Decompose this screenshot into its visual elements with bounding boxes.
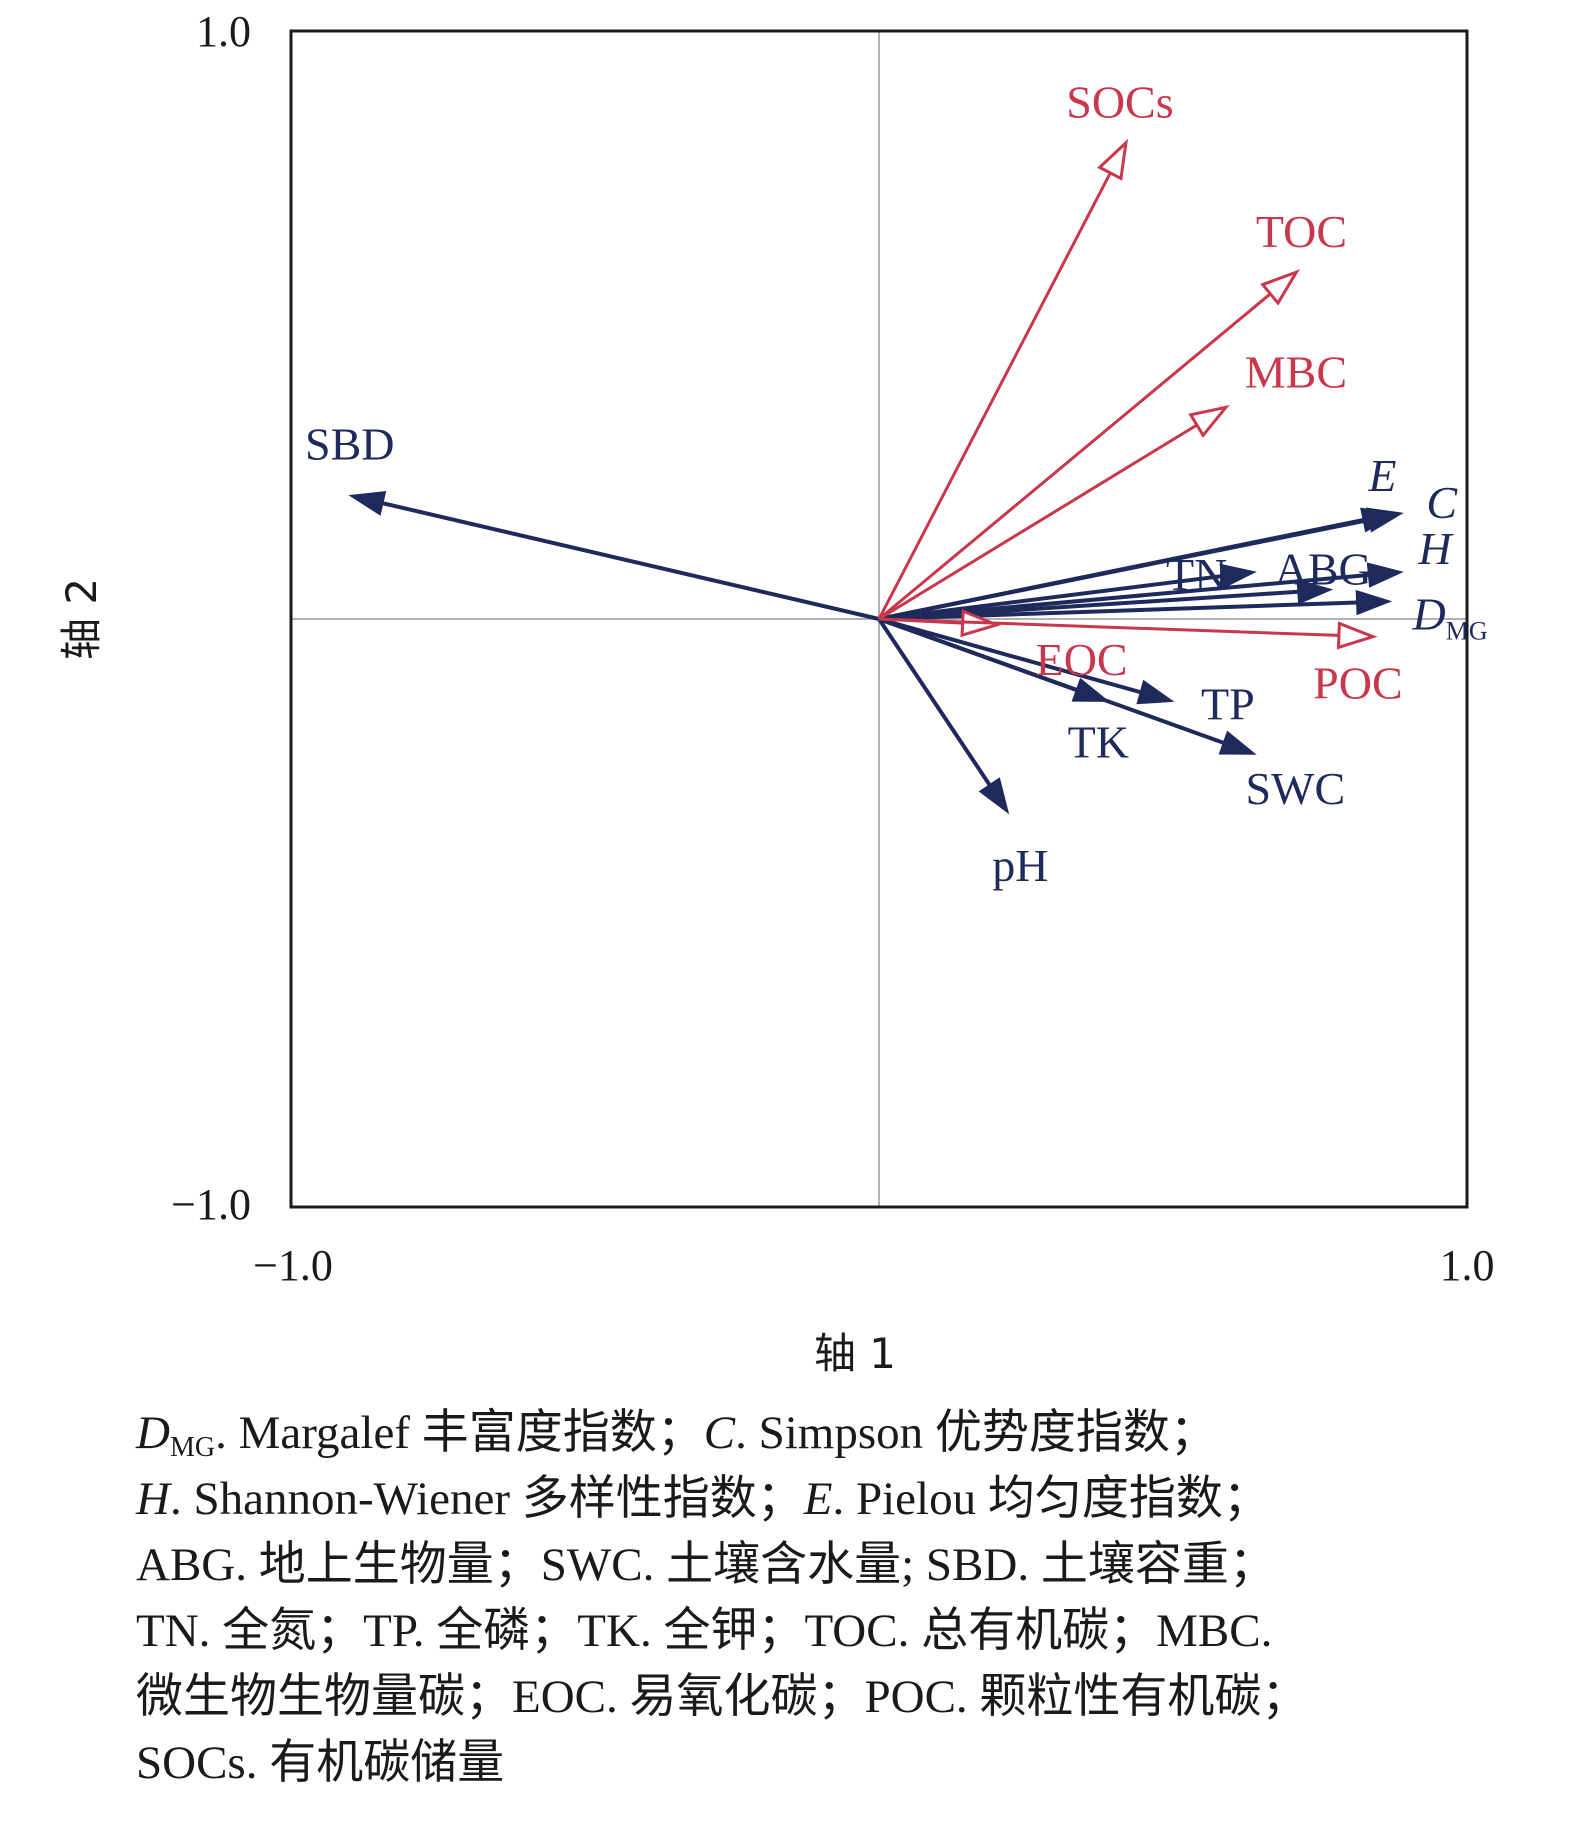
y-axis-title: 轴 2 bbox=[57, 578, 106, 660]
tick-label-layer: −1.0 1.0 1.0 −1.0 bbox=[171, 7, 1494, 1290]
arrow-ph bbox=[877, 617, 1010, 815]
arrow-mbc bbox=[878, 404, 1230, 621]
arrow-shaft bbox=[878, 600, 1361, 621]
plot-frame bbox=[289, 29, 1469, 1209]
vector-label-sbd: SBD bbox=[305, 419, 394, 470]
vector-label-socs: SOCs bbox=[1066, 77, 1173, 128]
vector-label-tk: TK bbox=[1068, 716, 1129, 767]
legend-line: H. Shannon-Wiener 多样性指数；E. Pielou 均匀度指数； bbox=[136, 1466, 1536, 1532]
arrow-shaft bbox=[378, 500, 880, 621]
arrow-toc bbox=[878, 269, 1300, 621]
arrow-shaft bbox=[878, 572, 1373, 621]
legend-text: SOCs. 有机碳储量 bbox=[136, 1737, 505, 1789]
legend-text: . Shannon-Wiener 多样性指数； bbox=[169, 1473, 804, 1525]
arrow-h bbox=[878, 562, 1404, 621]
arrow-head bbox=[1218, 730, 1257, 755]
vector-label-e: E bbox=[1367, 450, 1396, 501]
legend-line: TN. 全氮；TP. 全磷；TK. 全钾；TOC. 总有机碳；MBC. bbox=[136, 1598, 1536, 1664]
arrow-shaft bbox=[878, 617, 1145, 696]
legend-text: 微生物生物量碳；EOC. 易氧化碳；POC. 颗粒性有机碳； bbox=[136, 1671, 1309, 1723]
arrow-head bbox=[1296, 579, 1334, 605]
arrow-sbd bbox=[348, 490, 880, 621]
arrow-tp bbox=[878, 617, 1175, 705]
vector-label-mbc: MBC bbox=[1245, 346, 1347, 397]
y-tick-label: 1.0 bbox=[196, 7, 251, 56]
arrow-head bbox=[1188, 404, 1230, 438]
arrow-swc bbox=[878, 617, 1257, 755]
vector-label-tn: TN bbox=[1166, 549, 1227, 600]
arrow-c bbox=[878, 507, 1404, 621]
legend-symbol: H bbox=[136, 1473, 170, 1525]
legend-symbol: E bbox=[803, 1473, 833, 1525]
vector-label-subscript: MG bbox=[1446, 616, 1488, 645]
arrow-shaft bbox=[878, 517, 1374, 621]
arrow-head bbox=[348, 490, 387, 516]
vector-label-abg: ABG bbox=[1275, 544, 1372, 595]
legend-text: . Margalef 丰富度指数； bbox=[215, 1407, 704, 1459]
legend-symbol: C bbox=[703, 1407, 736, 1459]
arrow-head bbox=[1366, 562, 1404, 588]
arrow-socs bbox=[877, 138, 1129, 620]
vector-label-c: C bbox=[1426, 477, 1458, 528]
vector-label-tp: TP bbox=[1201, 678, 1255, 729]
figure-legend: DMG. Margalef 丰富度指数；C. Simpson 优势度指数； H. … bbox=[136, 1400, 1536, 1796]
legend-text: . Pielou 均匀度指数； bbox=[832, 1473, 1270, 1525]
vector-label-layer: SBD TN ABG ECH DMG TP TK SWC pH SOCs TOC MBC EOC POC bbox=[305, 77, 1488, 891]
arrow-head bbox=[1336, 621, 1378, 650]
x-axis-title: 轴 1 bbox=[814, 1329, 896, 1378]
vector-label-dmg: DMG bbox=[1412, 588, 1488, 645]
legend-text: . Simpson 优势度指数； bbox=[735, 1407, 1217, 1459]
legend-symbol-subscript: MG bbox=[169, 1432, 216, 1463]
vector-label-poc: POC bbox=[1313, 658, 1402, 709]
vector-layer bbox=[348, 138, 1404, 815]
arrow-shaft bbox=[877, 617, 994, 790]
arrow-head bbox=[1136, 679, 1175, 705]
legend-text: TN. 全氮；TP. 全磷；TK. 全钾；TOC. 总有机碳；MBC. bbox=[136, 1605, 1273, 1657]
arrow-dmg bbox=[878, 589, 1393, 621]
y-tick-label: −1.0 bbox=[171, 1180, 251, 1229]
arrow-shaft bbox=[877, 172, 1112, 620]
arrow-head bbox=[1260, 269, 1300, 306]
arrow-shaft bbox=[878, 573, 1226, 621]
legend-line: ABG. 地上生物量；SWC. 土壤含水量; SBD. 土壤容重； bbox=[136, 1532, 1536, 1598]
vector-label-toc: TOC bbox=[1256, 206, 1347, 257]
arrow-head bbox=[1219, 563, 1257, 589]
vector-label-h: H bbox=[1417, 523, 1454, 574]
x-tick-label: 1.0 bbox=[1440, 1241, 1495, 1290]
arrow-shaft bbox=[878, 292, 1272, 621]
legend-line: SOCs. 有机碳储量 bbox=[136, 1730, 1536, 1796]
vector-label-ph: pH bbox=[992, 840, 1048, 891]
arrow-head bbox=[1365, 507, 1404, 533]
vector-label-swc: SWC bbox=[1245, 763, 1345, 814]
arrow-poc bbox=[878, 617, 1378, 650]
arrow-head bbox=[1097, 138, 1129, 181]
arrow-shaft bbox=[878, 617, 1228, 746]
legend-line: 微生物生物量碳；EOC. 易氧化碳；POC. 颗粒性有机碳； bbox=[136, 1664, 1536, 1730]
x-tick-label: −1.0 bbox=[253, 1241, 333, 1290]
arrow-shaft bbox=[878, 423, 1198, 621]
arrow-head bbox=[978, 777, 1010, 815]
legend-line: DMG. Margalef 丰富度指数；C. Simpson 优势度指数； bbox=[136, 1400, 1536, 1466]
legend-symbol: D bbox=[136, 1407, 170, 1459]
vector-label-eoc: EOC bbox=[1036, 634, 1128, 685]
arrow-head bbox=[1355, 589, 1393, 616]
arrow-shaft bbox=[878, 617, 1339, 637]
arrow-tn bbox=[878, 563, 1257, 621]
legend-text: ABG. 地上生物量；SWC. 土壤含水量; SBD. 土壤容重； bbox=[136, 1539, 1276, 1591]
